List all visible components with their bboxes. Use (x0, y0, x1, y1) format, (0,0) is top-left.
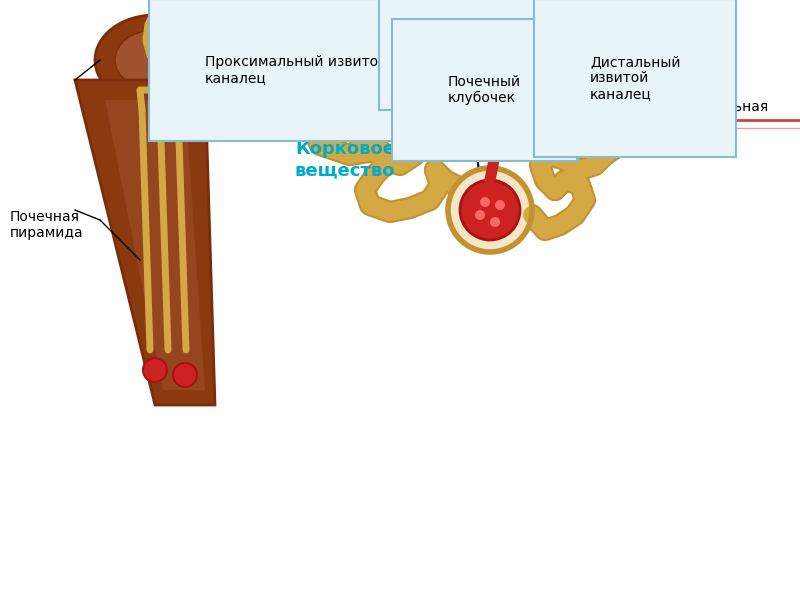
Circle shape (490, 217, 500, 227)
Circle shape (143, 358, 167, 382)
Circle shape (495, 200, 505, 210)
Circle shape (659, 44, 671, 56)
Text: Мозговое
вещество: Мозговое вещество (280, 90, 405, 133)
Text: Собирательная
трубочка: Собирательная трубочка (655, 100, 768, 130)
Circle shape (480, 197, 490, 207)
Text: Капсула Шумлянского-Боумена: Капсула Шумлянского-Боумена (435, 40, 669, 54)
Circle shape (460, 180, 520, 240)
Circle shape (475, 210, 485, 220)
Circle shape (173, 363, 197, 387)
Ellipse shape (95, 15, 215, 105)
Circle shape (450, 170, 530, 250)
Text: Корковое
вещество: Корковое вещество (295, 140, 395, 179)
Ellipse shape (115, 30, 195, 90)
Polygon shape (105, 100, 205, 390)
Polygon shape (75, 80, 215, 405)
Text: Петля Генле: Петля Генле (348, 55, 440, 69)
Text: К мочеточнику: К мочеточнику (600, 30, 710, 44)
Text: Дистальный
извитой
каналец: Дистальный извитой каналец (590, 55, 681, 101)
Circle shape (599, 44, 611, 56)
Text: Проксимальный извитой
каналец: Проксимальный извитой каналец (205, 55, 387, 85)
Text: Почечная
пирамида: Почечная пирамида (10, 210, 84, 240)
Text: Почечный
клубочек: Почечный клубочек (448, 75, 521, 106)
